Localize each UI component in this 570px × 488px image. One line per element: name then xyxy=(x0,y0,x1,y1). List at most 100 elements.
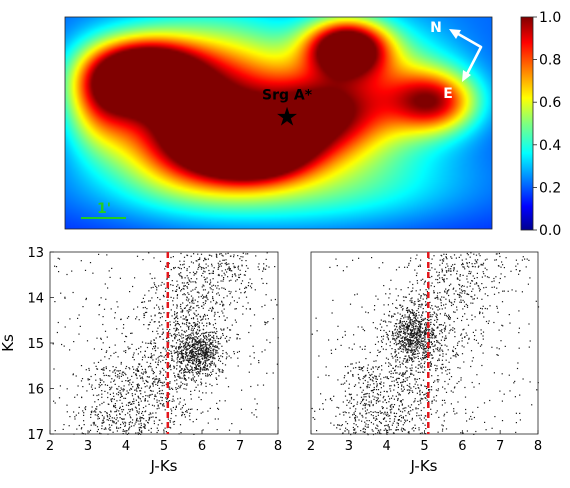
star-point xyxy=(205,296,208,298)
star-point xyxy=(436,314,438,316)
star-point xyxy=(372,376,374,378)
star-point xyxy=(325,366,327,368)
star-point xyxy=(206,352,208,354)
star-point xyxy=(417,338,419,340)
star-point xyxy=(416,392,418,394)
star-point xyxy=(103,374,105,377)
star-point xyxy=(424,357,426,359)
star-point xyxy=(266,372,268,374)
star-point xyxy=(204,351,206,353)
star-point xyxy=(179,305,182,308)
star-point xyxy=(124,430,126,432)
star-point xyxy=(406,266,408,268)
star-point xyxy=(389,293,391,295)
star-point xyxy=(111,378,113,380)
star-point xyxy=(172,290,174,292)
star-point xyxy=(167,299,169,301)
star-point xyxy=(404,316,406,318)
star-point xyxy=(444,338,446,340)
star-point xyxy=(139,375,141,377)
star-point xyxy=(189,369,191,372)
star-point xyxy=(425,415,427,417)
star-point xyxy=(185,317,187,319)
star-point xyxy=(211,385,213,387)
star-point xyxy=(146,361,148,363)
star-point xyxy=(408,346,410,348)
star-point xyxy=(406,330,408,332)
star-point xyxy=(249,278,251,280)
star-point xyxy=(460,299,462,301)
star-point xyxy=(100,338,102,340)
star-point xyxy=(113,380,115,382)
star-point xyxy=(96,337,98,339)
star-point xyxy=(208,354,210,356)
star-point xyxy=(528,323,530,325)
star-point xyxy=(136,418,138,420)
star-point xyxy=(191,366,193,368)
star-point xyxy=(376,383,378,385)
star-point xyxy=(430,330,433,332)
star-point xyxy=(98,417,100,419)
star-point xyxy=(413,343,415,345)
star-point xyxy=(160,352,162,354)
star-point xyxy=(375,400,377,402)
star-point xyxy=(406,359,408,361)
star-point xyxy=(434,305,436,307)
density-map-frame xyxy=(64,16,493,230)
star-point xyxy=(477,266,479,268)
star-point xyxy=(409,339,411,341)
star-point xyxy=(219,400,221,402)
star-point xyxy=(472,357,474,359)
star-point xyxy=(138,384,140,386)
star-point xyxy=(429,332,432,334)
star-point xyxy=(190,324,192,327)
star-point xyxy=(180,311,182,313)
star-point xyxy=(207,410,209,412)
star-point xyxy=(205,392,207,394)
star-point xyxy=(173,327,175,330)
star-point xyxy=(148,376,150,378)
star-point xyxy=(437,347,439,349)
star-point xyxy=(370,368,372,370)
x-tick-label: 7 xyxy=(236,439,244,454)
star-point xyxy=(437,431,439,433)
star-point xyxy=(402,360,404,362)
star-point xyxy=(148,416,150,419)
star-point xyxy=(416,340,418,342)
star-point xyxy=(81,432,83,434)
star-point xyxy=(425,325,427,327)
star-point xyxy=(412,409,414,411)
star-point xyxy=(419,417,421,419)
star-point xyxy=(450,403,452,405)
star-point xyxy=(394,369,396,371)
star-point xyxy=(194,347,196,349)
star-point xyxy=(84,433,86,435)
star-point xyxy=(437,296,439,299)
star-point xyxy=(181,407,183,409)
star-point xyxy=(205,357,208,359)
star-point xyxy=(174,338,176,340)
star-point xyxy=(91,411,93,414)
star-point xyxy=(375,433,377,435)
star-point xyxy=(179,424,182,426)
star-point xyxy=(171,356,173,358)
star-point xyxy=(537,306,540,308)
star-point xyxy=(202,358,204,360)
star-point xyxy=(439,281,441,283)
star-point xyxy=(424,328,426,331)
star-point xyxy=(144,399,146,401)
star-point xyxy=(375,402,377,404)
star-point xyxy=(395,429,397,431)
star-point xyxy=(245,260,247,262)
star-point xyxy=(344,382,346,384)
star-point xyxy=(155,395,157,398)
star-point xyxy=(181,322,184,324)
star-point xyxy=(168,275,171,277)
star-point xyxy=(441,308,443,310)
x-tick-label: 6 xyxy=(198,439,206,454)
star-point xyxy=(207,354,209,356)
star-point xyxy=(424,393,426,395)
star-point xyxy=(369,404,371,406)
star-point xyxy=(180,408,182,410)
star-point xyxy=(374,305,376,307)
